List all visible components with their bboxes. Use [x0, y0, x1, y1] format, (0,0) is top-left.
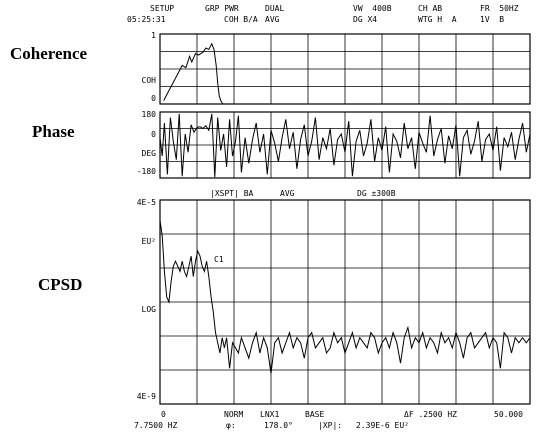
- header-display: DG X4: [353, 15, 378, 24]
- cursor-marker-label: C1: [214, 255, 224, 264]
- phase-trace: [159, 113, 531, 178]
- footer-x-end: 50.000: [494, 410, 523, 419]
- phase-panel: 180 0 DEG -180: [137, 110, 531, 179]
- footer-phase-value: 178.0°: [264, 421, 293, 430]
- footer-magnitude-value: 2.39E-6 EU²: [356, 421, 409, 430]
- coherence-ytick-label: 1: [151, 31, 156, 40]
- footer-norm: NORM: [224, 410, 244, 419]
- footer-cursor-freq: 7.7500 HZ: [134, 421, 178, 430]
- header-view: VW 400B: [353, 4, 392, 13]
- cpsd-trace: [159, 220, 531, 374]
- phase-ytick-label: -180: [137, 167, 156, 176]
- cpsd-panel: 4E-5 EU² LOG 4E-9: [137, 198, 531, 405]
- cpsd-ytick-label: EU²: [142, 237, 156, 246]
- cpsd-label: CPSD: [38, 275, 83, 294]
- footer-linear: LNX1: [260, 410, 280, 419]
- coherence-panel: 1 COH 0: [142, 31, 531, 105]
- cpsd-header-spectrum: |XSPT| BA: [210, 189, 254, 198]
- footer-base: BASE: [305, 410, 325, 419]
- footer-x-start: 0: [161, 410, 166, 419]
- coherence-ytick-label: 0: [151, 94, 156, 103]
- header-range: 1V B: [480, 15, 505, 24]
- header-dual: DUAL: [265, 4, 285, 13]
- cpsd-ytick-label: 4E-9: [137, 392, 156, 401]
- cpsd-header-avg: AVG: [280, 189, 295, 198]
- phase-ytick-label: DEG: [142, 149, 157, 158]
- cpsd-header-display: DG ±300B: [357, 189, 396, 198]
- coherence-trace: [163, 42, 227, 105]
- header-window: WTG H A: [418, 15, 457, 24]
- header-frequency: FR 50HZ: [480, 4, 519, 13]
- footer-delta-f: ΔF .2500 HZ: [404, 410, 457, 419]
- phase-ytick-label: 180: [142, 110, 157, 119]
- footer-magnitude-label: |XP|:: [318, 421, 343, 430]
- header-grp-pwr: GRP PWR: [205, 4, 239, 13]
- footer-phase-symbol: φ:: [226, 421, 236, 430]
- coherence-ytick-label: COH: [142, 76, 157, 85]
- cpsd-ytick-label: LOG: [142, 305, 157, 314]
- coherence-label: Coherence: [10, 44, 88, 63]
- cpsd-ytick-label: 4E-5: [137, 198, 156, 207]
- header-avg: AVG: [265, 15, 280, 24]
- phase-ytick-label: 0: [151, 130, 156, 139]
- header-setup: SETUP: [150, 4, 175, 13]
- phase-label: Phase: [32, 122, 75, 141]
- header-time: 05:25:31: [127, 15, 166, 24]
- header-channel: CH AB: [418, 4, 443, 13]
- header-measurement: COH B/A: [224, 15, 258, 24]
